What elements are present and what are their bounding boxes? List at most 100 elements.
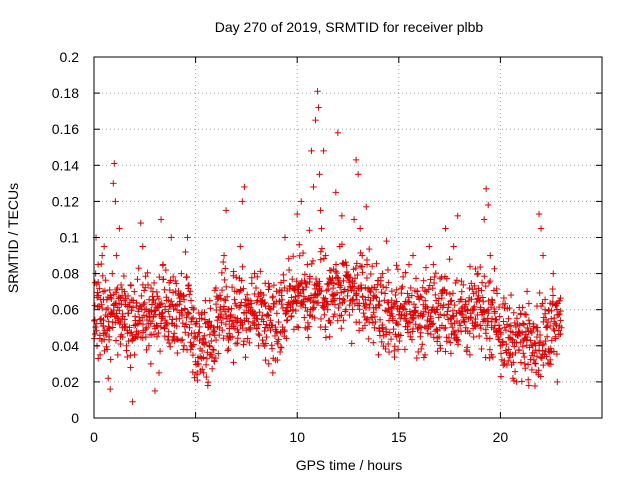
data-point (106, 333, 113, 340)
x-tick-label: 0 (90, 429, 98, 445)
data-point (341, 286, 348, 293)
data-point (363, 203, 370, 211)
data-point (486, 354, 493, 362)
data-point (289, 306, 297, 313)
data-point (101, 347, 108, 355)
data-point (464, 344, 471, 351)
data-point (404, 323, 411, 330)
data-point (404, 329, 412, 336)
data-point (471, 322, 478, 329)
data-point (367, 270, 375, 278)
data-point (202, 361, 210, 368)
data-point (193, 369, 201, 377)
data-point (176, 315, 183, 322)
data-point (161, 306, 169, 313)
data-point (381, 290, 389, 297)
data-point (531, 382, 539, 390)
data-point (216, 292, 224, 299)
data-point (513, 378, 520, 386)
data-point (457, 328, 465, 335)
data-point (251, 270, 258, 277)
data-point (153, 322, 160, 329)
data-point (251, 309, 259, 317)
data-point (187, 288, 194, 295)
data-point (188, 315, 195, 323)
data-point (220, 303, 228, 310)
data-point (340, 317, 347, 324)
data-point (356, 306, 363, 313)
data-point (500, 318, 507, 325)
data-point (382, 345, 389, 353)
data-point (490, 287, 498, 294)
data-point (449, 324, 456, 331)
data-point (519, 304, 526, 311)
data-point (131, 351, 138, 359)
data-point (113, 252, 120, 259)
data-point (254, 273, 261, 281)
data-point (217, 314, 224, 321)
data-point (505, 346, 512, 353)
data-point (131, 288, 138, 295)
data-point (148, 308, 155, 316)
data-point (243, 326, 250, 334)
data-point (110, 180, 117, 187)
data-point (336, 243, 344, 250)
data-point (161, 332, 168, 340)
data-point (328, 279, 335, 286)
data-point (447, 298, 454, 305)
x-tick-label: 10 (289, 429, 305, 445)
data-point (201, 332, 208, 339)
data-point (370, 339, 377, 346)
data-point (359, 294, 366, 301)
data-point (244, 335, 251, 342)
data-point (127, 281, 134, 289)
data-point (352, 264, 359, 272)
data-point (233, 319, 240, 326)
data-point (193, 318, 200, 325)
data-point (375, 301, 382, 308)
data-point (473, 298, 480, 306)
data-point (242, 295, 249, 303)
data-point (443, 275, 451, 282)
data-point (208, 351, 216, 359)
data-point (517, 359, 525, 366)
data-point (153, 333, 161, 340)
data-point (430, 261, 437, 268)
data-point (510, 377, 518, 385)
data-point (454, 212, 461, 220)
data-point (235, 329, 242, 336)
data-point (532, 360, 539, 368)
data-point (353, 290, 360, 297)
data-point (308, 260, 315, 268)
data-point (194, 360, 201, 368)
data-point (265, 360, 272, 368)
data-point (166, 286, 173, 294)
data-point (210, 346, 218, 354)
data-point (91, 330, 99, 338)
data-point (495, 336, 502, 343)
data-point (207, 323, 214, 330)
data-point (324, 306, 331, 313)
data-point (185, 331, 192, 339)
data-point (360, 309, 367, 317)
data-point (202, 338, 209, 346)
data-point (385, 279, 392, 286)
data-point (487, 252, 494, 259)
data-point (95, 355, 102, 362)
data-point (388, 297, 395, 304)
data-point (204, 382, 211, 389)
data-point (530, 349, 538, 357)
data-point (95, 302, 103, 310)
data-point (469, 286, 476, 293)
data-point (228, 305, 235, 312)
data-point (198, 366, 206, 373)
data-point (338, 289, 345, 296)
data-point (172, 277, 179, 285)
data-point (471, 282, 478, 290)
data-point (224, 306, 232, 313)
data-point (480, 315, 488, 323)
data-point (484, 318, 492, 325)
data-point (298, 299, 306, 307)
data-point (102, 306, 110, 313)
data-point (334, 317, 341, 324)
